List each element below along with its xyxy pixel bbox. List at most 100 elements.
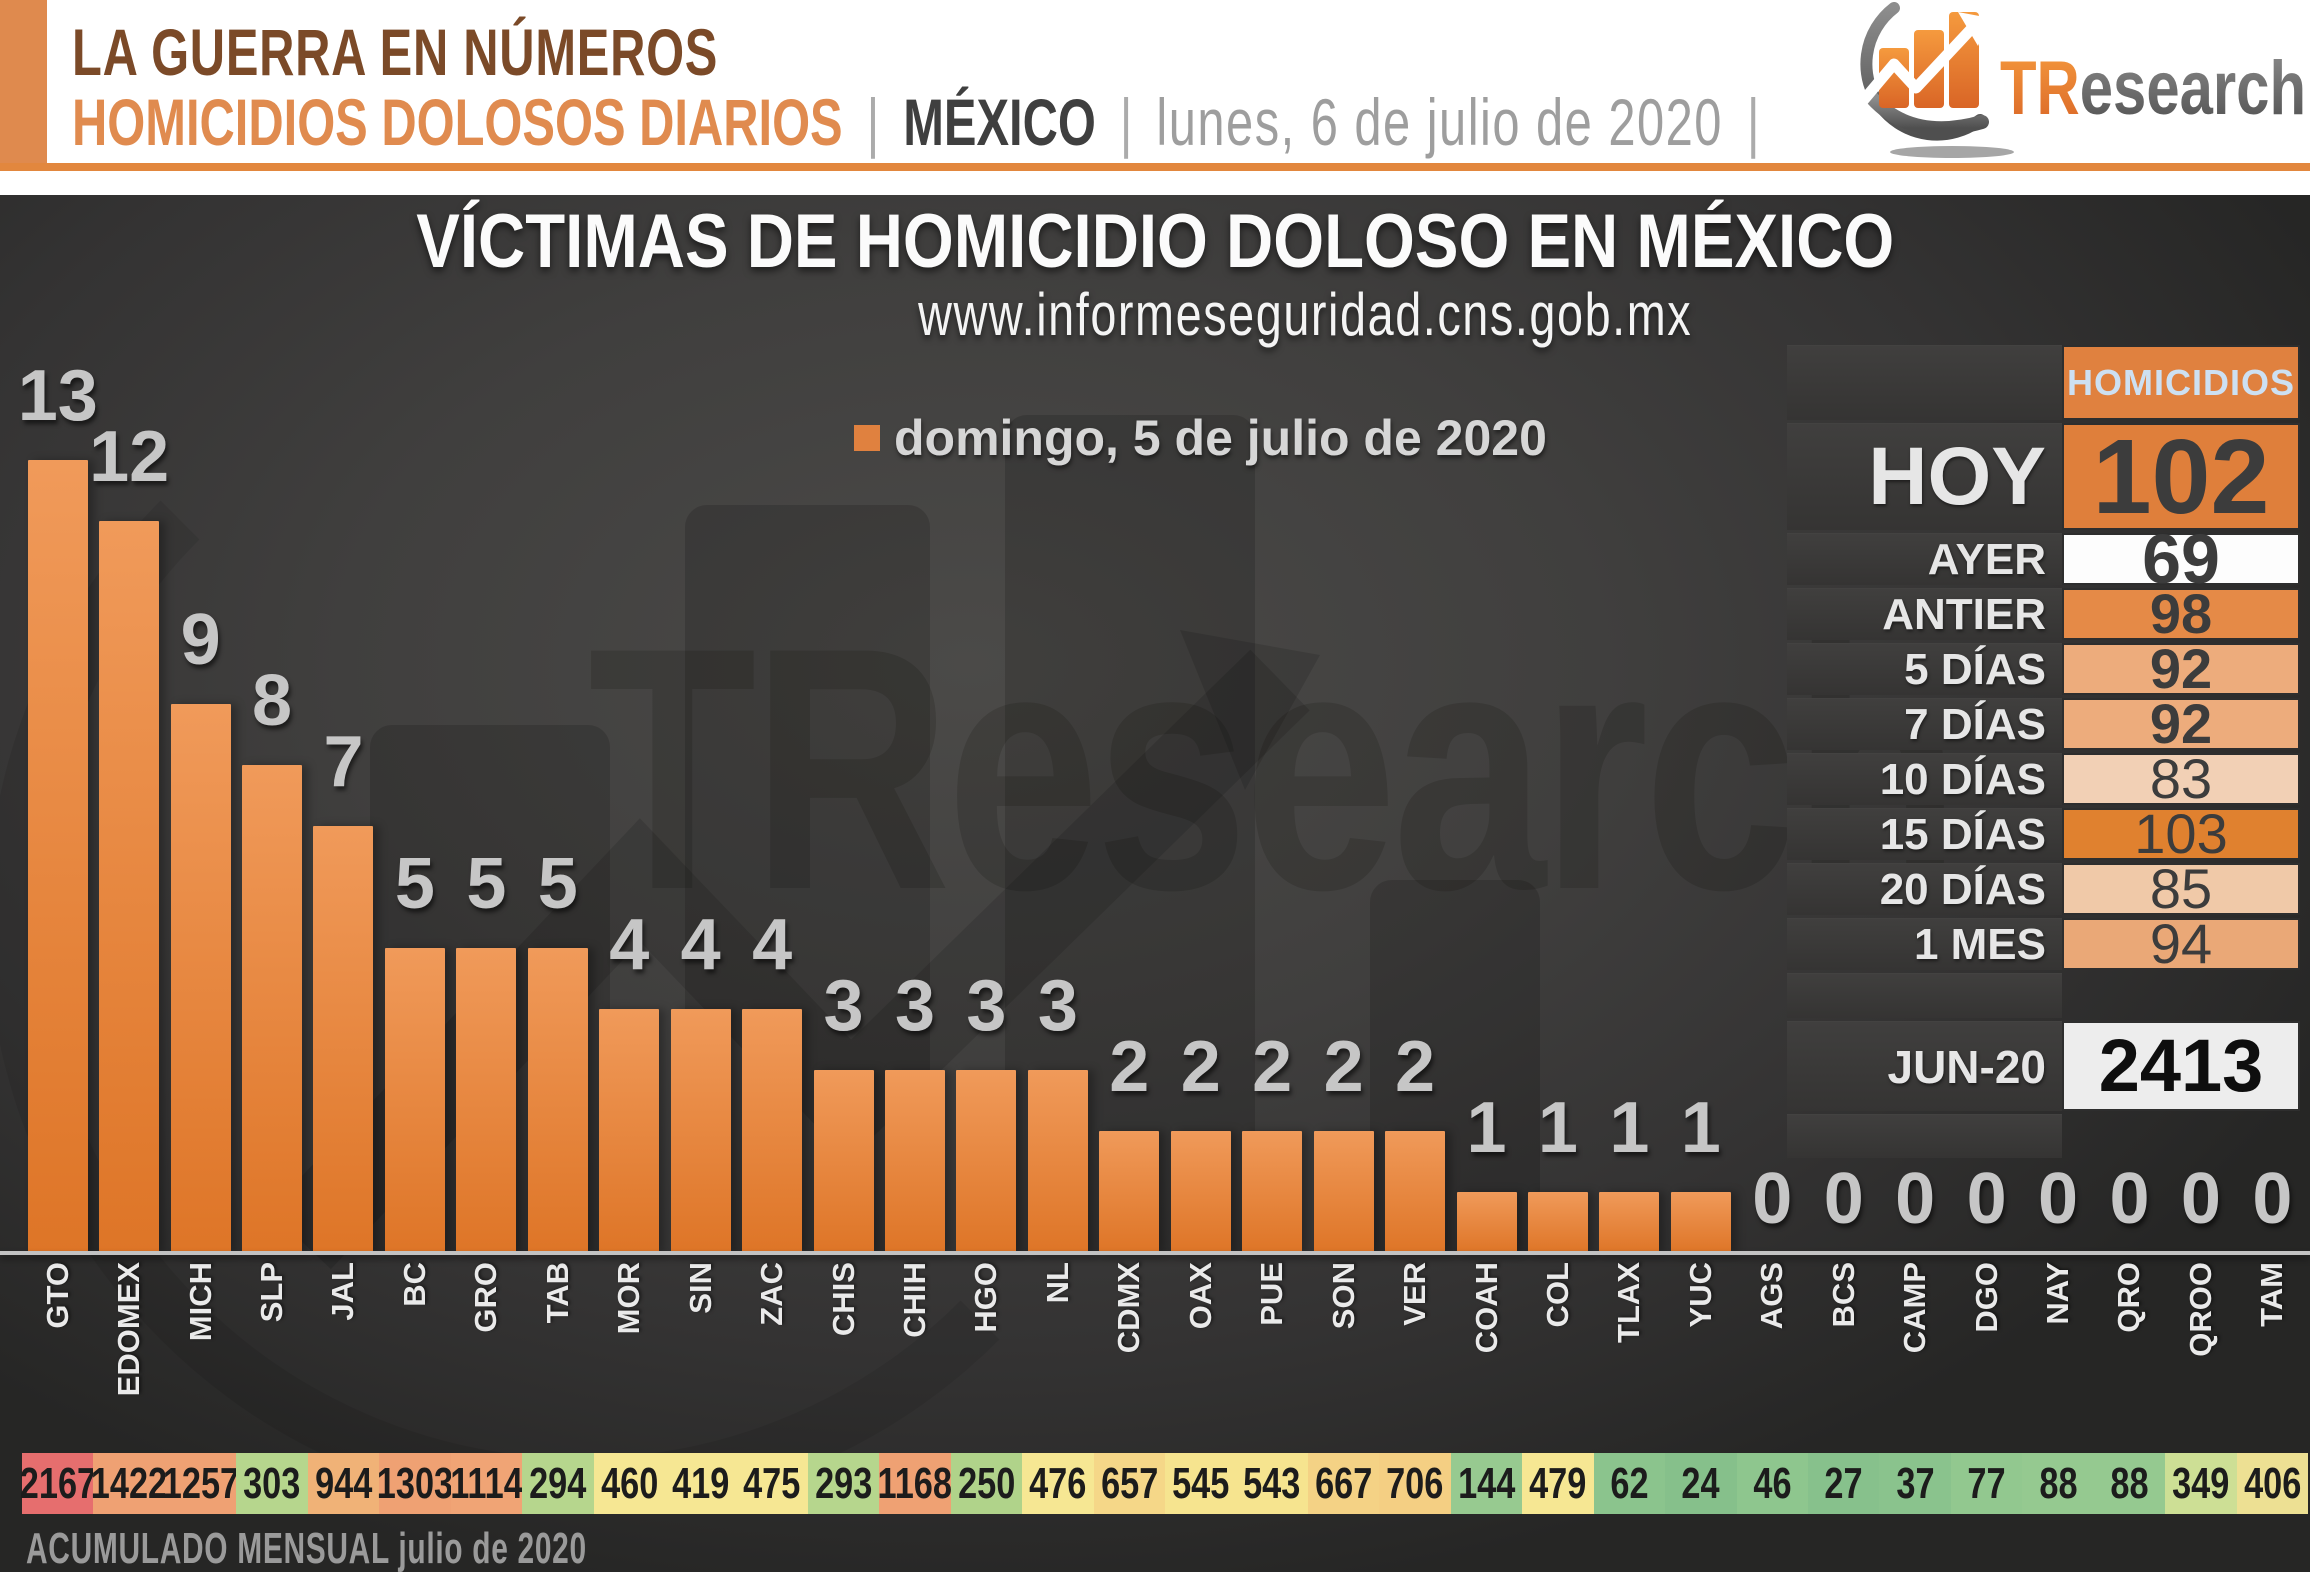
header: LA GUERRA EN NÚMEROS HOMICIDIOS DOLOSOS … [0, 0, 2310, 195]
panel-value-text: 98 [2149, 582, 2213, 645]
panel-value-text: 85 [2149, 857, 2213, 920]
strip-cell: 406 [2236, 1453, 2309, 1514]
bar-value-label: 8 [252, 661, 293, 741]
strip-cell: 27 [1808, 1453, 1880, 1514]
strip-cell: 1257 [162, 1453, 239, 1514]
bar-value-label: 2 [1395, 1027, 1436, 1107]
strip-cell: 250 [950, 1453, 1023, 1514]
bar-CDMX [1099, 1131, 1160, 1253]
panel-row-label-HOY: HOY [1787, 423, 2062, 530]
bar-value-label: 0 [1823, 1159, 1864, 1239]
panel-value-text: 69 [2142, 520, 2220, 598]
x-axis-line [0, 1251, 2310, 1255]
bar-HGO [956, 1070, 1017, 1253]
panel-value-JUN-20: 2413 [2062, 1021, 2300, 1111]
x-axis-label: TLAX [1611, 1262, 1647, 1343]
bar-value-label: 0 [2252, 1159, 2293, 1239]
separator: | [866, 85, 880, 159]
legend-swatch-icon [854, 425, 880, 451]
bar-value-label: 2 [1323, 1027, 1364, 1107]
strip-cell: 293 [807, 1453, 880, 1514]
bar-VER [1385, 1131, 1446, 1253]
bar-TLAX [1599, 1192, 1660, 1253]
strip-cell: 419 [664, 1453, 737, 1514]
bar-value-label: 3 [966, 966, 1007, 1046]
separator: | [1746, 85, 1760, 159]
x-axis-label: AGS [1754, 1262, 1790, 1330]
strip-cell: 2167 [20, 1453, 96, 1514]
x-axis-label: MOR [611, 1262, 647, 1335]
bar-CHIH [885, 1070, 945, 1253]
panel-value-1 MES: 94 [2062, 916, 2300, 972]
panel-value-text: 83 [2149, 747, 2213, 810]
bar-value-label: 4 [680, 905, 721, 985]
x-axis-label: QRO [2111, 1262, 2147, 1333]
chart-source-url: www.informeseguridad.cns.gob.mx [917, 281, 1693, 348]
panel-value-text: 103 [2134, 802, 2228, 865]
x-axis-label: SON [1325, 1262, 1361, 1330]
x-axis-label: ZAC [754, 1262, 790, 1326]
strip-cell: 303 [236, 1453, 308, 1514]
x-axis-label: YUC [1682, 1262, 1718, 1328]
panel-empty-row [1787, 1114, 2062, 1158]
header-accent-block [0, 0, 47, 163]
panel-row-label-7 DÍAS: 7 DÍAS [1787, 698, 2062, 750]
panel-row-label-AYER: AYER [1787, 533, 2062, 585]
logo-shadow [1890, 146, 2014, 158]
panel-row-label-5 DÍAS: 5 DÍAS [1787, 643, 2062, 695]
strip-cell: 1168 [878, 1453, 952, 1514]
strip-cell: 88 [2093, 1453, 2166, 1514]
bar-value-label: 2 [1109, 1027, 1150, 1107]
bar-SLP [242, 765, 303, 1253]
bar-value-label: 7 [323, 722, 364, 802]
bar-PUE [1242, 1131, 1303, 1253]
panel-value-AYER: 69 [2062, 524, 2300, 594]
strip-cell: 62 [1593, 1453, 1666, 1514]
x-axis-label: PUE [1254, 1262, 1290, 1326]
strip-cell: 667 [1307, 1453, 1380, 1514]
bar-SIN [670, 1009, 731, 1253]
bar-MICH [170, 704, 231, 1253]
report-date: lunes, 6 de julio de 2020 [1156, 85, 1723, 159]
logo-arrow-icon [1856, 12, 1990, 108]
strip-cell: 944 [307, 1453, 380, 1514]
bar-value-label: 2 [1180, 1027, 1221, 1107]
panel-value-15 DÍAS: 103 [2062, 802, 2300, 865]
bar-value-label: 0 [2109, 1159, 2150, 1239]
panel-header-cell: HOMICIDIOS [2062, 345, 2300, 420]
region-label: MÉXICO [903, 85, 1096, 159]
separator: | [1119, 85, 1133, 159]
panel-value-5 DÍAS: 92 [2062, 641, 2300, 697]
x-axis-label: HGO [968, 1262, 1004, 1333]
bar-value-label: 4 [609, 905, 650, 985]
strip-cell: 657 [1093, 1453, 1166, 1514]
bar-TAB [527, 948, 588, 1253]
bar-value-label: 0 [2038, 1159, 2079, 1239]
x-axis-label: GTO [39, 1262, 75, 1329]
strip-cell: 24 [1665, 1453, 1737, 1514]
panel-row-label-20 DÍAS: 20 DÍAS [1787, 863, 2062, 915]
x-axis-label: GRO [468, 1262, 504, 1333]
x-axis-label: COL [1539, 1262, 1575, 1328]
bar-MOR [599, 1009, 660, 1253]
x-axis-label: EDOMEX [111, 1262, 147, 1397]
bar-COL [1527, 1192, 1588, 1253]
strip-cell: 475 [736, 1453, 808, 1514]
x-axis-label: VER [1397, 1262, 1433, 1326]
bar-OAX [1170, 1131, 1231, 1253]
logo-text-orange: TR [2000, 46, 2080, 131]
panel-value-10 DÍAS: 83 [2062, 747, 2300, 810]
strip-cell: 706 [1379, 1453, 1451, 1514]
strip-cell: 545 [1165, 1453, 1237, 1514]
x-axis-label: MICH [182, 1262, 218, 1342]
bar-value-label: 0 [2180, 1159, 2221, 1239]
x-axis-label: SLP [254, 1262, 290, 1323]
report-subtitle-text: HOMICIDIOS DOLOSOS DIARIOS [72, 85, 843, 159]
x-axis-label: BCS [1825, 1262, 1861, 1328]
x-axis-label: QROO [2182, 1262, 2218, 1357]
bar-value-label: 5 [394, 844, 435, 924]
x-axis-label: TAM [2254, 1262, 2290, 1327]
bar-NL [1027, 1070, 1088, 1253]
x-axis-label: CHIH [897, 1262, 932, 1338]
bar-value-label: 1 [1609, 1088, 1650, 1168]
